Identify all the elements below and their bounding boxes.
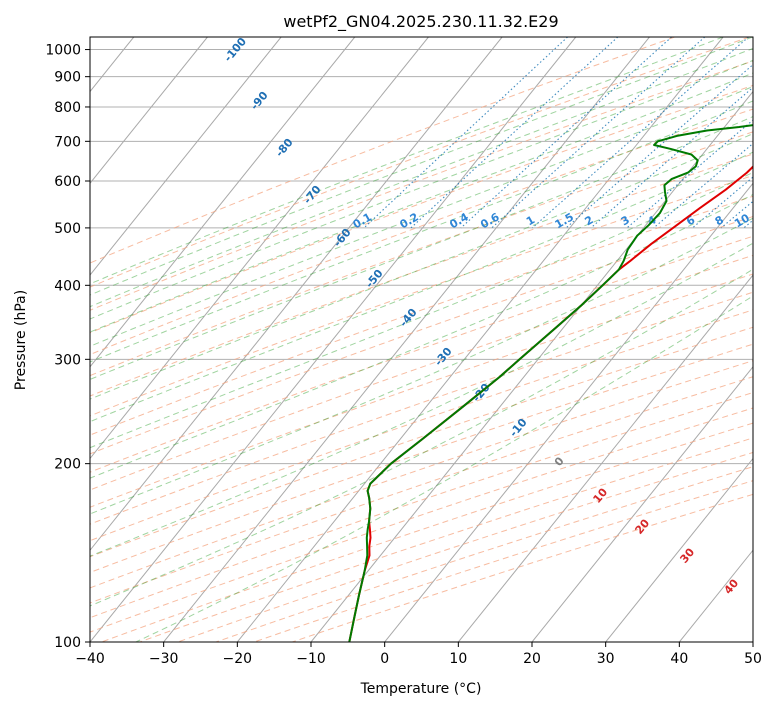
dry-adiabat-line [139,437,753,642]
y-tick-label: 300 [54,352,81,368]
series-layer [348,106,753,642]
mixing-ratio-line [410,37,619,229]
x-tick-label: 50 [744,651,762,667]
dry-adiabat-line [90,407,753,633]
mixing-ratio-line [565,63,753,229]
isotherm-line [90,37,577,642]
mixing-ratio-line [531,37,749,229]
x-axis: −40 −30 −20 −10 0 10 20 30 40 50 [75,642,762,667]
dry-adiabat-line [90,392,753,619]
dry-adiabat-line [90,326,753,558]
dry-adiabat-line [90,291,753,525]
dry-adiabat-line [90,84,753,334]
isotherm-line [90,37,356,368]
moist-adiabat-line [135,295,753,642]
moist-adiabat-line [90,100,753,363]
mixing-ratio-line [363,37,568,229]
moist-adiabat-line [90,37,724,285]
moist-adiabat-line [90,59,753,320]
isotherm-line [90,37,503,552]
isotherm-line [90,37,282,276]
y-tick-label: 200 [54,457,81,473]
dry-adiabat-line [90,37,675,264]
x-tick-label: 20 [523,651,541,667]
dry-adiabat-line [90,273,753,508]
y-tick-label: 100 [54,635,81,651]
isotherm-line [90,37,208,185]
plot-area [90,37,753,642]
isotherm-line [531,365,753,642]
y-axis: 100 200 300 400 500 600 700 800 900 1000 [45,43,90,651]
isotherm-line [236,37,724,642]
moist-adiabat-line [90,115,753,380]
moist-adiabat-line [90,242,753,557]
grid-layer [90,37,753,642]
isotherm-line [163,37,650,642]
moist-adiabat-line [90,151,753,423]
x-tick-label: 10 [449,651,467,667]
chart-title: wetPf2_GN04.2025.230.11.32.E29 [283,12,558,32]
isotherm-line [605,457,753,642]
moist-adiabat-line [90,171,753,449]
isotherm-line [457,274,753,642]
x-tick-label: −30 [149,651,179,667]
y-tick-label: 1000 [45,43,81,59]
dry-adiabat-line [101,422,753,642]
moist-adiabat-line [90,47,753,308]
moist-adiabat-line [90,72,753,333]
x-tick-label: 40 [670,651,688,667]
y-tick-label: 600 [54,174,81,190]
mixing-ratio-line [692,176,753,229]
y-tick-label: 700 [54,134,81,150]
dewpoint-profile [348,106,753,642]
isotherm-line [384,182,753,642]
x-tick-label: −20 [223,651,253,667]
x-axis-title: Temperature (°C) [360,681,482,697]
moist-adiabat-line [90,37,753,296]
dry-adiabat-line [90,235,753,473]
dry-adiabat-line [90,343,753,573]
dry-adiabat-line [90,360,753,589]
y-tick-label: 900 [54,70,81,86]
x-tick-label: 30 [597,651,615,667]
mixing-ratio-line [460,37,672,229]
y-tick-label: 400 [54,278,81,294]
x-tick-label: 0 [380,651,389,667]
dry-adiabat-line [90,309,753,542]
y-tick-label: 800 [54,100,81,116]
y-tick-label: 500 [54,221,81,237]
isotherm-line [90,37,429,460]
x-tick-label: −10 [296,651,326,667]
x-tick-label: −40 [75,651,105,667]
y-axis-title: Pressure (hPa) [13,290,29,390]
dry-adiabat-line [90,376,753,604]
dry-adiabat-line [90,254,753,491]
plot-frame [89,36,754,643]
